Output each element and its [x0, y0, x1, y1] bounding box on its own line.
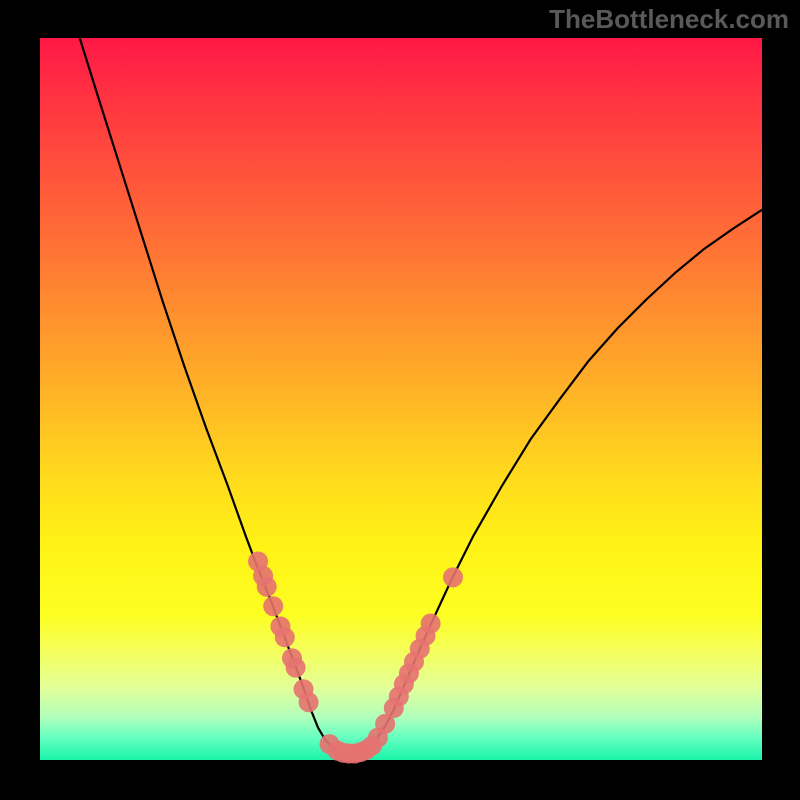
data-marker — [257, 577, 277, 597]
watermark-text: TheBottleneck.com — [549, 4, 789, 35]
data-marker — [421, 614, 441, 634]
data-marker — [263, 596, 283, 616]
data-marker — [299, 692, 319, 712]
data-marker — [286, 658, 306, 678]
data-marker — [443, 567, 463, 587]
chart-svg — [0, 0, 800, 800]
markers-group — [248, 551, 463, 763]
data-marker — [275, 627, 295, 647]
